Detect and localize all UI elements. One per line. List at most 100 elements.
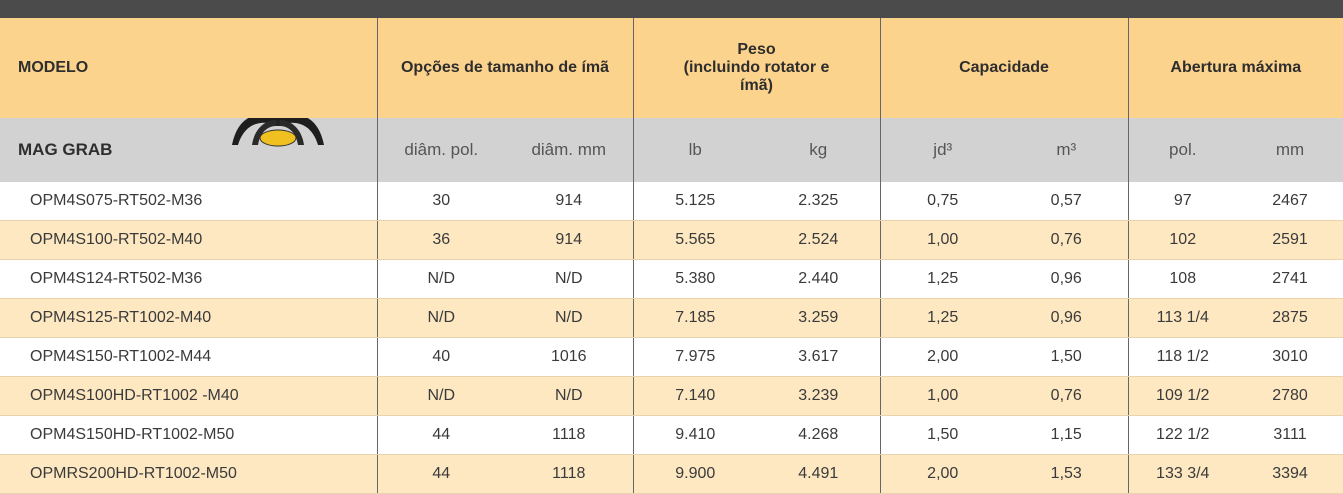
page: MODELO Opções de tamanho de ímã Peso(incl… bbox=[0, 0, 1343, 491]
value-cell: 0,76 bbox=[1005, 377, 1128, 416]
unit-label: m³ bbox=[1005, 118, 1128, 182]
value-cell: N/D bbox=[377, 377, 505, 416]
unit-label: lb bbox=[633, 118, 757, 182]
value-cell: 1,00 bbox=[880, 377, 1005, 416]
value-cell: 1016 bbox=[505, 338, 633, 377]
unit-label: jd³ bbox=[880, 118, 1005, 182]
value-cell: 122 1/2 bbox=[1128, 416, 1237, 455]
value-cell: 30 bbox=[377, 182, 505, 221]
value-cell: 109 1/2 bbox=[1128, 377, 1237, 416]
value-cell: 5.125 bbox=[633, 182, 757, 221]
value-cell: 7.140 bbox=[633, 377, 757, 416]
value-cell: 0,75 bbox=[880, 182, 1005, 221]
value-cell: 2780 bbox=[1237, 377, 1343, 416]
value-cell: 4.268 bbox=[757, 416, 880, 455]
header-row: MODELO Opções de tamanho de ímã Peso(incl… bbox=[0, 18, 1343, 118]
value-cell: 3.259 bbox=[757, 299, 880, 338]
value-cell: 4.491 bbox=[757, 455, 880, 494]
value-cell: 1,50 bbox=[880, 416, 1005, 455]
value-cell: 1,25 bbox=[880, 260, 1005, 299]
unit-label: pol. bbox=[1128, 118, 1237, 182]
header-text: Capacidade bbox=[959, 59, 1049, 76]
unit-label: diâm. pol. bbox=[377, 118, 505, 182]
header-line: (incluindo rotator e bbox=[634, 59, 880, 77]
value-cell: 9.410 bbox=[633, 416, 757, 455]
value-cell: 0,96 bbox=[1005, 299, 1128, 338]
header-group: Capacidade bbox=[880, 18, 1128, 118]
value-cell: N/D bbox=[505, 377, 633, 416]
value-cell: 97 bbox=[1128, 182, 1237, 221]
subheader-model: MAG GRAB bbox=[0, 118, 377, 182]
header-line: ímã) bbox=[634, 77, 880, 95]
value-cell: 133 3/4 bbox=[1128, 455, 1237, 494]
value-cell: 5.380 bbox=[633, 260, 757, 299]
table-body: MODELO Opções de tamanho de ímã Peso(incl… bbox=[0, 18, 1343, 494]
value-cell: 1,15 bbox=[1005, 416, 1128, 455]
value-cell: 118 1/2 bbox=[1128, 338, 1237, 377]
value-cell: 2,00 bbox=[880, 455, 1005, 494]
header-model: MODELO bbox=[0, 18, 377, 118]
header-text: Abertura máxima bbox=[1170, 59, 1301, 76]
header-group: Abertura máxima bbox=[1128, 18, 1343, 118]
header-text: Opções de tamanho de ímã bbox=[401, 59, 609, 76]
value-cell: 44 bbox=[377, 455, 505, 494]
value-cell: 113 1/4 bbox=[1128, 299, 1237, 338]
value-cell: 914 bbox=[505, 221, 633, 260]
value-cell: 2591 bbox=[1237, 221, 1343, 260]
value-cell: 102 bbox=[1128, 221, 1237, 260]
value-cell: 36 bbox=[377, 221, 505, 260]
value-cell: 2.325 bbox=[757, 182, 880, 221]
value-cell: 3010 bbox=[1237, 338, 1343, 377]
model-cell: OPM4S124-RT502-M36 bbox=[0, 260, 377, 299]
value-cell: 1,25 bbox=[880, 299, 1005, 338]
value-cell: 0,57 bbox=[1005, 182, 1128, 221]
value-cell: 0,76 bbox=[1005, 221, 1128, 260]
value-cell: 2467 bbox=[1237, 182, 1343, 221]
header-group: Opções de tamanho de ímã bbox=[377, 18, 633, 118]
value-cell: 914 bbox=[505, 182, 633, 221]
model-cell: OPM4S125-RT1002-M40 bbox=[0, 299, 377, 338]
value-cell: 1,00 bbox=[880, 221, 1005, 260]
value-cell: 3.239 bbox=[757, 377, 880, 416]
value-cell: N/D bbox=[505, 299, 633, 338]
top-bar bbox=[0, 0, 1343, 18]
value-cell: 3111 bbox=[1237, 416, 1343, 455]
unit-label: mm bbox=[1237, 118, 1343, 182]
value-cell: 7.185 bbox=[633, 299, 757, 338]
value-cell: 5.565 bbox=[633, 221, 757, 260]
grab-icon bbox=[228, 118, 328, 150]
value-cell: 2,00 bbox=[880, 338, 1005, 377]
spec-table: MODELO Opções de tamanho de ímã Peso(incl… bbox=[0, 18, 1343, 494]
value-cell: 3.617 bbox=[757, 338, 880, 377]
value-cell: 7.975 bbox=[633, 338, 757, 377]
model-cell: OPM4S150-RT1002-M44 bbox=[0, 338, 377, 377]
value-cell: 0,96 bbox=[1005, 260, 1128, 299]
value-cell: 2.440 bbox=[757, 260, 880, 299]
value-cell: 1,53 bbox=[1005, 455, 1128, 494]
value-cell: 40 bbox=[377, 338, 505, 377]
value-cell: N/D bbox=[505, 260, 633, 299]
value-cell: 108 bbox=[1128, 260, 1237, 299]
subheader-model-text: MAG GRAB bbox=[18, 140, 112, 159]
value-cell: 1118 bbox=[505, 455, 633, 494]
value-cell: N/D bbox=[377, 260, 505, 299]
model-cell: OPM4S100HD-RT1002 -M40 bbox=[0, 377, 377, 416]
value-cell: 2.524 bbox=[757, 221, 880, 260]
model-cell: OPMRS200HD-RT1002-M50 bbox=[0, 455, 377, 494]
value-cell: N/D bbox=[377, 299, 505, 338]
model-cell: OPM4S100-RT502-M40 bbox=[0, 221, 377, 260]
value-cell: 3394 bbox=[1237, 455, 1343, 494]
unit-label: kg bbox=[757, 118, 880, 182]
value-cell: 1,50 bbox=[1005, 338, 1128, 377]
value-cell: 2741 bbox=[1237, 260, 1343, 299]
